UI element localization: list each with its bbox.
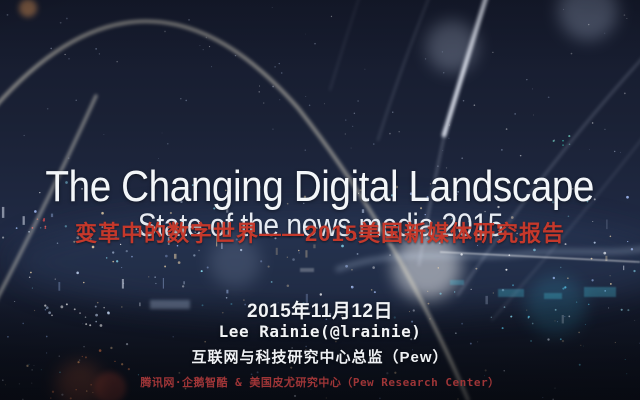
presentation-date: 2015年11月12日 xyxy=(247,301,393,322)
chinese-headline: 变革中的数字世界——2015美国新媒体研究报告 xyxy=(75,221,565,246)
slide-title: The Changing Digital Landscape xyxy=(0,162,640,212)
speaker-name: Lee Rainie(@lrainie) xyxy=(218,322,422,341)
slide-title-text: The Changing Digital Landscape xyxy=(45,162,595,212)
speaker-role: 互联网与科技研究中心总监（Pew） xyxy=(191,349,449,366)
footer-credits: 腾讯网·企鹅智酷 & 美国皮尤研究中心（Pew Research Center） xyxy=(140,376,500,389)
slide-subtitle: State of the news media 2015 xyxy=(0,207,640,244)
slide-subtitle-text: State of the news media 2015 xyxy=(137,206,503,243)
